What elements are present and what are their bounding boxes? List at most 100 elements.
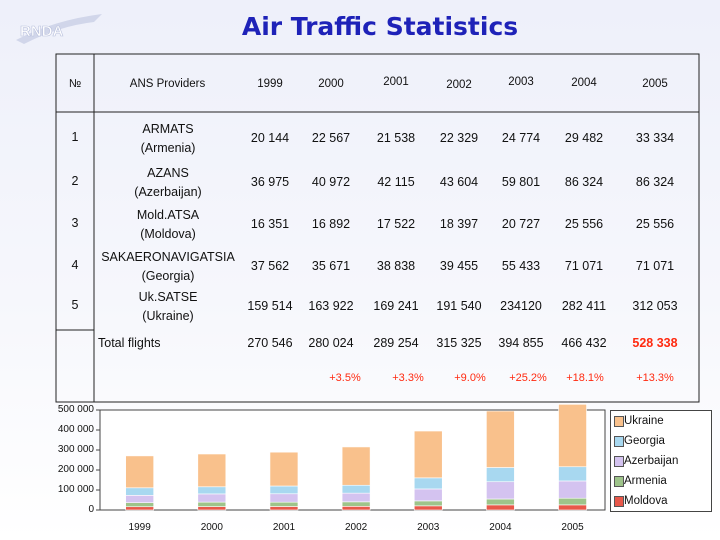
table-cell: 21 538: [376, 131, 416, 145]
bar-segment-ukraine-2001: [269, 451, 299, 487]
bar-segment-ukraine-1999: [125, 455, 154, 489]
growth-percent: +13.3%: [636, 372, 674, 384]
total-cell: 280 024: [308, 336, 354, 350]
provider-name: Uk.SATSE (Ukraine): [98, 288, 238, 326]
table-cell: 22 329: [439, 131, 479, 145]
growth-percent: +3.5%: [329, 372, 361, 384]
table-cell: 191 540: [436, 299, 482, 313]
bar-segment-georgia-2003: [413, 477, 443, 490]
bar-segment-azerbaijan-2004: [486, 481, 515, 500]
provider-country: (Ukraine): [142, 309, 194, 323]
table-cell: 37 562: [250, 259, 290, 273]
table-cell: 22 567: [311, 131, 351, 145]
bar-segment-moldova-2005: [558, 504, 587, 511]
provider-country: (Azerbaijan): [134, 185, 202, 199]
legend-label-georgia: Georgia: [624, 435, 665, 447]
provider-name-line: Uk.SATSE: [138, 290, 198, 304]
year-header-2001: 2001: [383, 76, 409, 88]
bar-segment-ukraine-2003: [413, 430, 443, 479]
row-number: 4: [71, 258, 79, 272]
year-header-2005: 2005: [642, 78, 668, 90]
table-cell: 234120: [500, 299, 542, 313]
bar-segment-armenia-2002: [341, 501, 371, 507]
legend-label-armenia: Armenia: [624, 475, 667, 487]
table-cell: 20 144: [250, 131, 290, 145]
y-tick-label: 500 000: [57, 404, 94, 415]
provider-name-line: ARMATS: [142, 122, 194, 136]
bar-segment-moldova-2004: [486, 504, 515, 511]
col-header-number: №: [68, 78, 82, 90]
x-tick-label: 2005: [561, 522, 584, 533]
bar-segment-azerbaijan-2002: [341, 492, 371, 503]
bar-segment-armenia-2003: [413, 500, 443, 507]
bar-segment-georgia-1999: [125, 487, 154, 496]
bar-segment-georgia-2005: [558, 466, 587, 482]
table-cell: 25 556: [635, 217, 675, 231]
bar-segment-ukraine-2002: [341, 446, 371, 486]
table-cell: 38 838: [376, 259, 416, 273]
table-cell: 35 671: [311, 259, 351, 273]
bar-segment-moldova-1999: [125, 506, 154, 511]
total-cell: 289 254: [373, 336, 419, 350]
total-cell: 528 338: [632, 336, 678, 350]
year-header-2004: 2004: [571, 77, 597, 89]
table-cell: 25 556: [564, 217, 604, 231]
x-tick-label: 2000: [200, 522, 223, 533]
table-cell: 24 774: [501, 131, 541, 145]
col-header-providers: ANS Providers: [129, 78, 206, 90]
x-tick-label: 2002: [344, 522, 368, 533]
table-cell: 55 433: [501, 259, 541, 273]
x-tick-label: 2004: [489, 522, 512, 533]
table-cell: 20 727: [501, 217, 541, 231]
year-header-1999: 1999: [257, 78, 283, 90]
growth-percent: +18.1%: [566, 372, 604, 384]
slide-title: Air Traffic Statistics: [241, 12, 519, 41]
provider-name-line: SAKAERONAVIGATSIA: [101, 250, 235, 264]
total-cell: 270 546: [247, 336, 293, 350]
bar-segment-azerbaijan-2000: [197, 493, 227, 503]
bar-segment-georgia-2000: [197, 486, 227, 495]
bar-segment-armenia-2000: [197, 501, 227, 507]
bar-segment-armenia-2005: [558, 497, 587, 506]
provider-name: AZANS (Azerbaijan): [98, 164, 238, 202]
bar-segment-ukraine-2005: [558, 404, 587, 468]
year-header-2002: 2002: [446, 79, 472, 91]
y-tick-label: 300 000: [57, 444, 94, 455]
table-cell: 282 411: [561, 299, 607, 313]
legend-label-azerbaijan: Azerbaijan: [624, 455, 679, 467]
table-cell: 312 053: [632, 299, 678, 313]
legend-label-ukraine: Ukraine: [624, 415, 664, 427]
bar-segment-azerbaijan-2001: [269, 493, 299, 503]
bar-segment-georgia-2002: [341, 484, 371, 494]
bar-segment-azerbaijan-2005: [558, 480, 587, 499]
x-tick-label: 2003: [417, 522, 440, 533]
table-cell: 71 071: [635, 259, 675, 273]
table-cell: 40 972: [311, 175, 351, 189]
table-cell: 43 604: [439, 175, 479, 189]
legend-swatch-azerbaijan: [614, 456, 624, 467]
logo-text: RNDA: [20, 23, 63, 40]
table-cell: 86 324: [564, 175, 604, 189]
table-cell: 16 351: [250, 217, 290, 231]
growth-percent: +3.3%: [392, 372, 424, 384]
bar-segment-moldova-2000: [197, 506, 227, 511]
table-cell: 59 801: [501, 175, 541, 189]
provider-country: (Georgia): [141, 269, 195, 283]
y-tick-label: 400 000: [57, 424, 94, 435]
table-cell: 71 071: [564, 259, 604, 273]
legend-swatch-ukraine: [614, 416, 624, 427]
growth-percent: +9.0%: [454, 372, 486, 384]
rnda-logo: RNDA: [16, 14, 102, 44]
bar-segment-moldova-2001: [269, 506, 299, 511]
row-number: 2: [71, 174, 79, 188]
provider-name-line: Mold.ATSA: [136, 208, 200, 222]
table-cell: 39 455: [439, 259, 479, 273]
bar-segment-georgia-2001: [269, 485, 299, 495]
provider-name-line: AZANS: [147, 166, 189, 180]
legend-swatch-armenia: [614, 476, 624, 487]
total-cell: 315 325: [436, 336, 482, 350]
row-number: 5: [71, 298, 79, 312]
year-header-2000: 2000: [318, 78, 344, 90]
table-cell: 33 334: [635, 131, 675, 145]
